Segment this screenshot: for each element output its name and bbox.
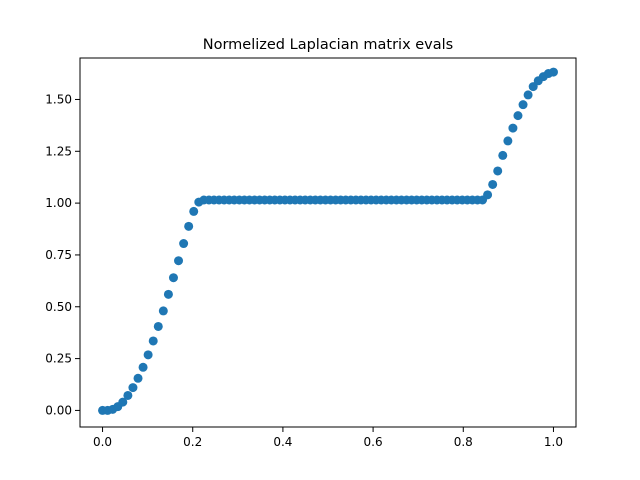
y-tick-label: 0.25 [45, 352, 72, 366]
data-point [174, 256, 184, 266]
data-point [118, 397, 128, 407]
data-point [483, 190, 493, 200]
y-tick-label: 1.50 [45, 92, 72, 106]
y-tick-label: 0.75 [45, 248, 72, 262]
data-point [143, 350, 153, 360]
x-tick-label: 0.4 [273, 435, 292, 449]
x-tick-label: 0.0 [93, 435, 112, 449]
data-point [184, 221, 194, 231]
data-point [128, 383, 138, 393]
data-point [493, 166, 503, 176]
y-tick-label: 0.50 [45, 300, 72, 314]
data-point [123, 390, 133, 400]
y-tick-label: 1.00 [45, 196, 72, 210]
data-point [548, 67, 558, 77]
data-point [163, 289, 173, 299]
data-point [498, 150, 508, 160]
x-tick-label: 0.6 [364, 435, 383, 449]
x-tick-label: 0.8 [454, 435, 473, 449]
y-tick-label: 0.00 [45, 403, 72, 417]
data-point [138, 362, 148, 372]
plot-frame [79, 57, 577, 428]
data-point [518, 100, 528, 110]
x-tick-label: 1.0 [544, 435, 563, 449]
data-point [168, 273, 178, 283]
data-point [503, 136, 513, 146]
data-point [179, 239, 189, 249]
scatter-points [98, 67, 558, 415]
data-point [523, 90, 533, 100]
x-axis: 0.0 0.2 0.4 0.6 0.8 1.0 [93, 427, 563, 449]
data-point [488, 179, 498, 189]
data-point [528, 82, 538, 92]
data-point [153, 321, 163, 331]
data-point [133, 373, 143, 383]
data-point [158, 306, 168, 316]
data-point [513, 111, 523, 121]
y-axis: 0.00 0.25 0.50 0.75 1.00 1.25 1.50 [45, 92, 80, 417]
y-tick-label: 1.25 [45, 144, 72, 158]
chart-title: Normelized Laplacian matrix evals [203, 37, 454, 53]
data-point [189, 206, 199, 216]
data-point [148, 336, 158, 346]
data-point [508, 123, 518, 133]
x-tick-label: 0.2 [183, 435, 202, 449]
